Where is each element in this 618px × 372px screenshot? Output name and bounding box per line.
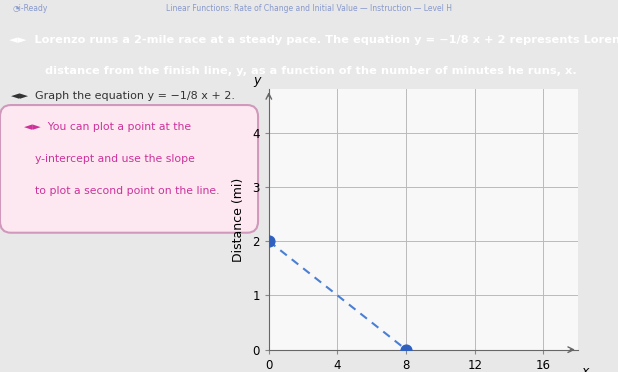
Text: ◄►  You can plot a point at the: ◄► You can plot a point at the bbox=[24, 122, 192, 132]
Text: ◄►  Graph the equation y = −1/8 x + 2.: ◄► Graph the equation y = −1/8 x + 2. bbox=[11, 90, 235, 100]
Text: ◄►  Lorenzo runs a 2-mile race at a steady pace. The equation y = −1/8 x + 2 rep: ◄► Lorenzo runs a 2-mile race at a stead… bbox=[9, 35, 618, 45]
Text: distance from the finish line, y, as a function of the number of minutes he runs: distance from the finish line, y, as a f… bbox=[9, 65, 577, 76]
Text: Linear Functions: Rate of Change and Initial Value — Instruction — Level H: Linear Functions: Rate of Change and Ini… bbox=[166, 4, 452, 13]
FancyBboxPatch shape bbox=[0, 105, 258, 233]
Text: x: x bbox=[581, 365, 588, 372]
Point bbox=[401, 347, 411, 353]
Y-axis label: Distance (mi): Distance (mi) bbox=[232, 177, 245, 262]
Point bbox=[264, 238, 274, 244]
Text: y: y bbox=[253, 74, 260, 87]
Text: to plot a second point on the line.: to plot a second point on the line. bbox=[35, 186, 219, 196]
Text: y-intercept and use the slope: y-intercept and use the slope bbox=[35, 154, 195, 164]
Text: ◔i-Ready: ◔i-Ready bbox=[12, 4, 48, 13]
